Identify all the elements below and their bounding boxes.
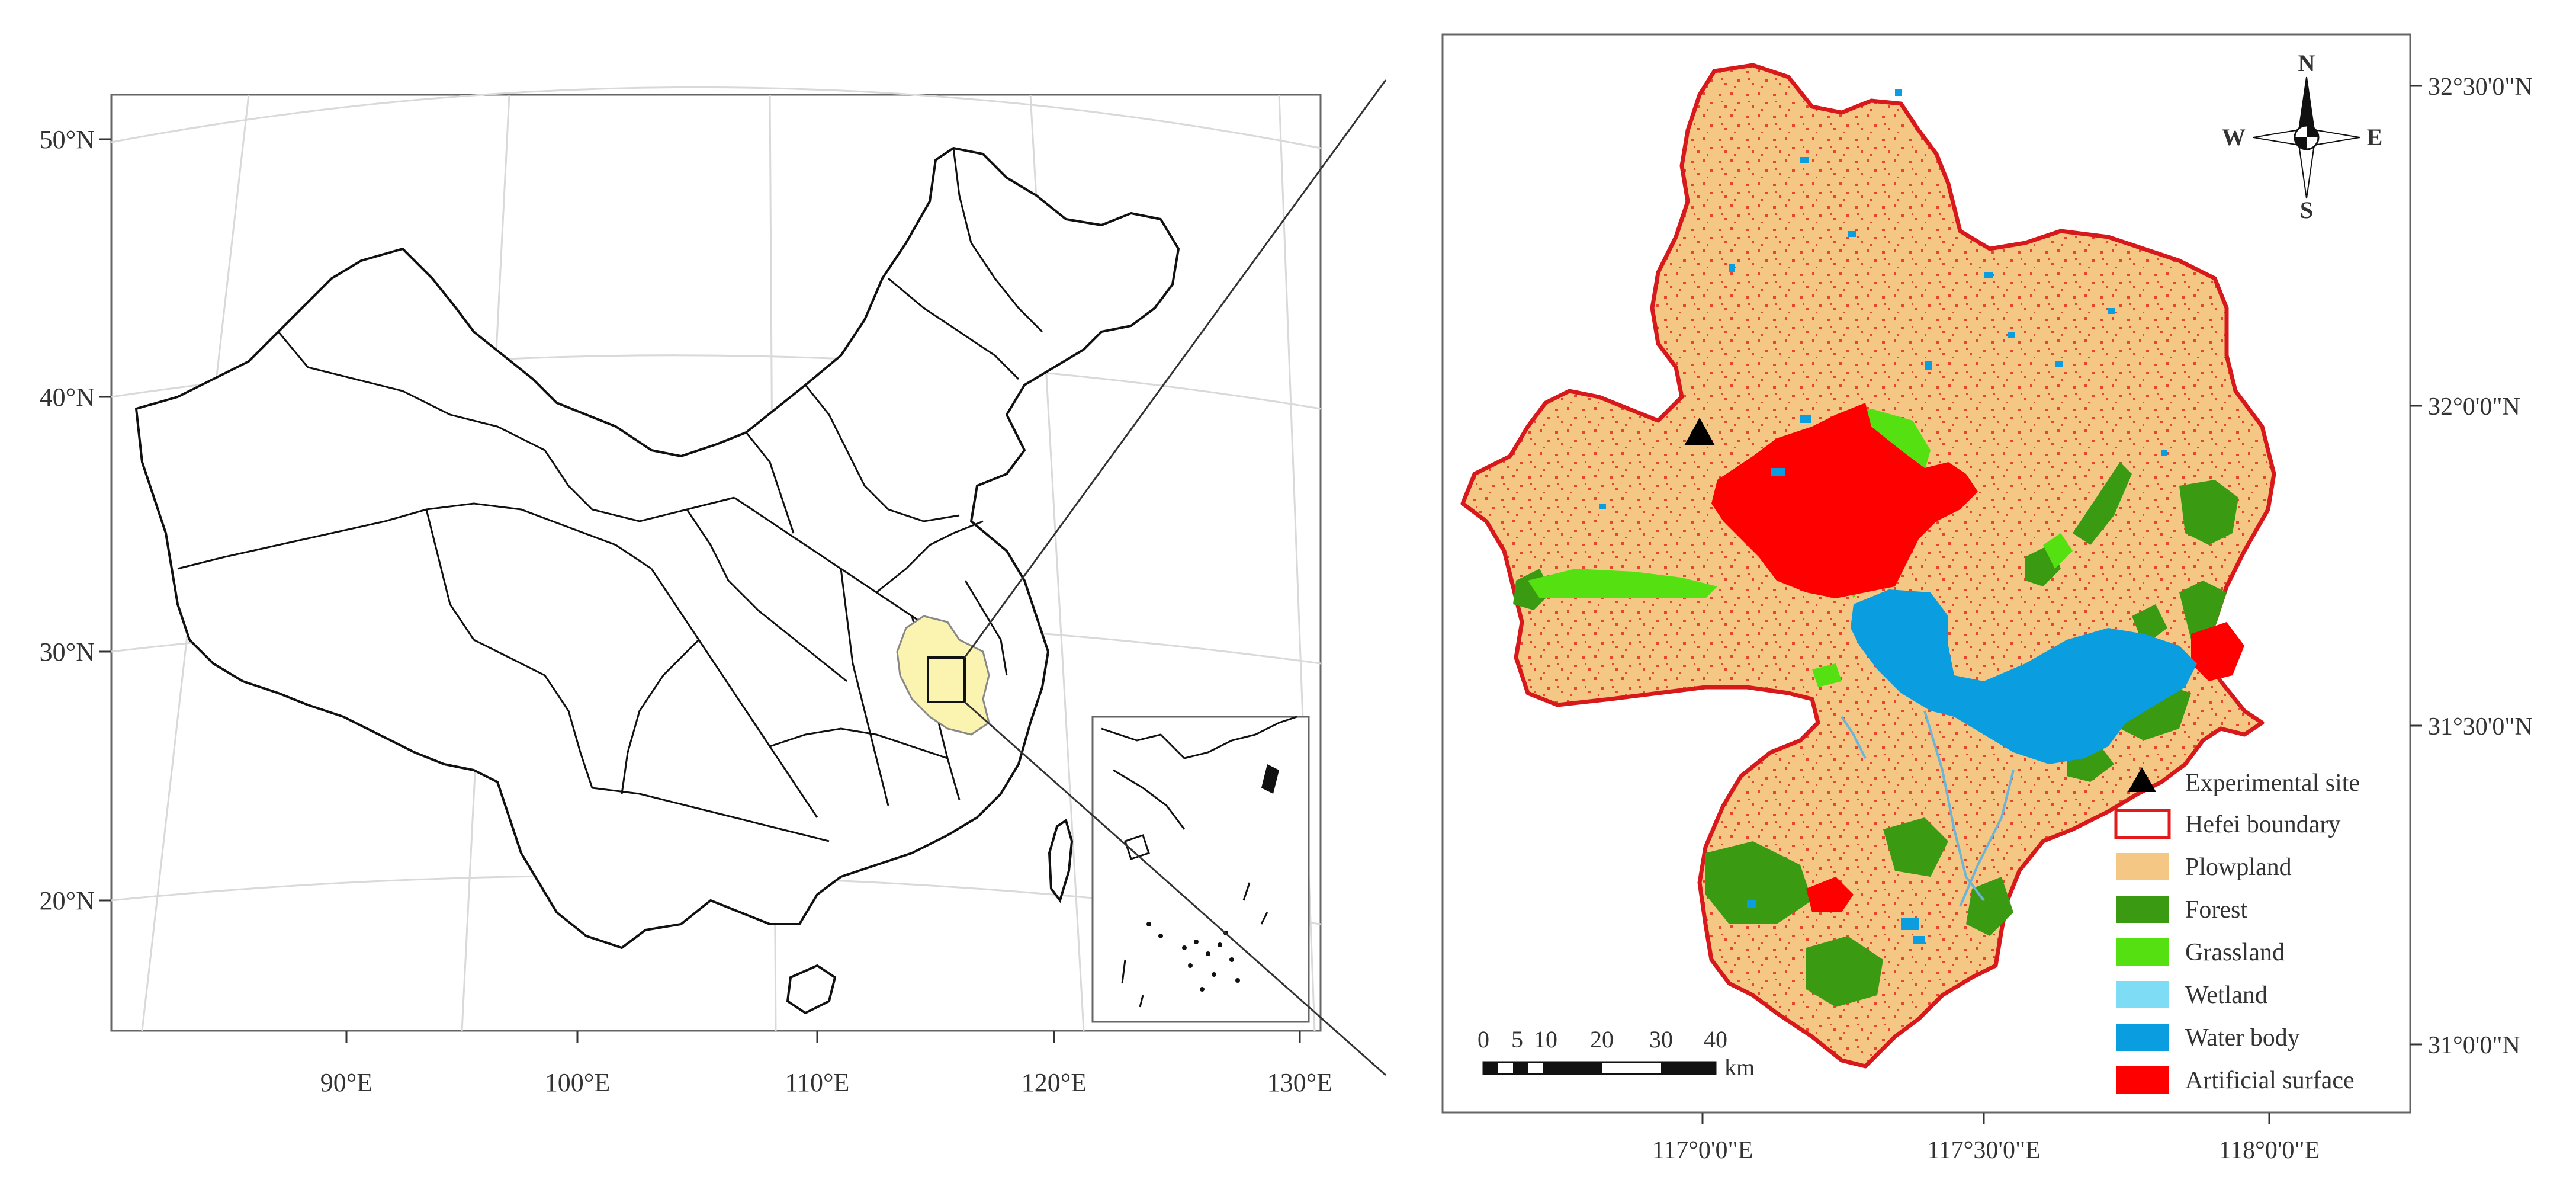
scale-tick-40: 40 [1704,1026,1727,1053]
legend-label-experimental-site: Experimental site [2185,770,2360,797]
scale-bar: 0 5 10 20 30 40 km [1477,1026,1755,1081]
legend-label-plowpland: Plowpland [2185,854,2292,881]
rivers [1841,710,2015,907]
china-lon-label-120: 120°E [1022,1068,1087,1097]
hefei-map-panel: 32°30'0"N 32°0'0"N 31°30'0"N 31°0'0"N 11… [1441,33,2533,1164]
hefei-lat-ticks [2410,85,2422,1046]
china-province-lines [177,148,1043,842]
forest-patches [1513,462,2238,1007]
compass-n-label: N [2298,50,2315,76]
scale-tick-20: 20 [1590,1026,1614,1053]
urban-area-south [1806,877,1854,912]
hainan-island [786,964,837,1015]
china-map-panel: 50°N 40°N 30°N 20°N 90°E 100°E 110°E 120… [40,79,1387,1097]
scale-tick-30: 30 [1649,1026,1673,1053]
hefei-lat-label-3100: 31°0'0"N [2428,1032,2520,1059]
hefei-lon-label-11800: 118°0'0"E [2219,1137,2320,1164]
china-lon-label-130: 130°E [1267,1068,1332,1097]
hefei-lon-ticks [1701,1113,2270,1124]
small-water-bodies [1599,89,2167,944]
legend-label-grassland: Grassland [2185,939,2285,966]
china-lon-label-100: 100°E [545,1068,610,1097]
chaohu-lake [1851,589,2197,764]
china-lat-label-50: 50°N [40,125,95,154]
urban-area-east [2191,622,2244,681]
legend-swatch-grassland [2116,938,2169,966]
connector-line-top [963,79,1387,658]
connector-line-bottom [964,701,1386,1076]
legend: Experimental site Hefei boundary Plowpla… [2114,767,2360,1094]
hefei-lat-label-3230: 32°30'0"N [2428,73,2533,101]
legend-label-forest: Forest [2185,896,2247,924]
scale-tick-10: 10 [1534,1026,1557,1053]
study-area-box [927,656,966,703]
legend-swatch-experimental-site [2128,767,2156,792]
legend-swatch-water-body [2116,1024,2169,1051]
legend-label-wetland: Wetland [2185,982,2267,1009]
china-lat-label-40: 40°N [40,383,95,412]
compass-w-label: W [2222,124,2246,150]
china-lon-label-110: 110°E [785,1068,850,1097]
scale-unit: km [1724,1054,1755,1081]
taiwan-island [1048,818,1074,903]
hefei-lat-label-3200: 32°0'0"N [2428,393,2520,421]
compass-rose: N S E W [2222,50,2382,223]
hefei-lon-label-11730: 117°30'0"E [1927,1137,2041,1164]
scale-tick-0: 0 [1477,1026,1489,1053]
scale-tick-5: 5 [1511,1026,1523,1053]
experimental-site-marker [1684,418,1715,445]
compass-s-label: S [2300,197,2313,223]
china-ticks [99,138,1301,1043]
china-lat-label-20: 20°N [40,886,95,915]
legend-swatch-artificial-surface [2116,1066,2169,1094]
hefei-lon-label-11700: 117°0'0"E [1652,1137,1753,1164]
legend-label-artificial-surface: Artificial surface [2185,1067,2355,1094]
urban-area [1711,403,1978,598]
legend-label-water-body: Water body [2185,1024,2300,1051]
south-china-sea-inset [1091,716,1310,1023]
compass-e-label: E [2367,124,2383,150]
legend-swatch-forest [2116,896,2169,923]
hefei-lat-label-3130: 31°30'0"N [2428,713,2533,740]
legend-swatch-plowpland [2116,853,2169,880]
china-lat-label-30: 30°N [40,637,95,666]
legend-label-hefei-boundary: Hefei boundary [2185,811,2340,838]
legend-swatch-hefei-boundary [2114,809,2171,839]
legend-swatch-wetland [2116,981,2169,1008]
china-lon-label-90: 90°E [320,1068,372,1097]
